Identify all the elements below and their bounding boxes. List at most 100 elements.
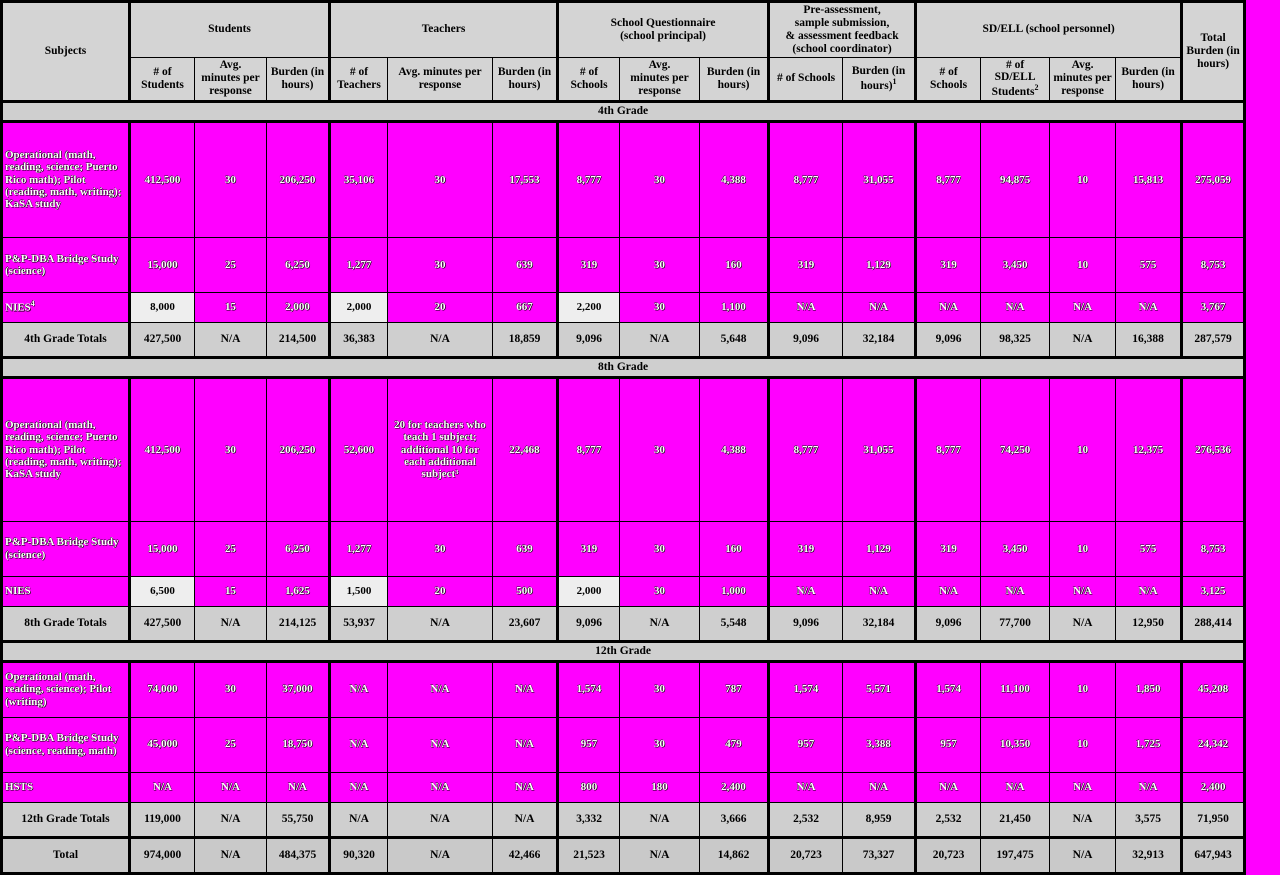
header-sq-burden: Burden (in hours) [699, 56, 770, 103]
data-cell: 31,055 [842, 120, 917, 238]
header-sd-schools: # of Schools [914, 56, 982, 103]
data-cell: N/A [328, 660, 388, 718]
data-cell: 10 [1049, 376, 1117, 522]
row-subject-label: NIES4 [0, 291, 130, 323]
data-cell: 276,536 [1180, 376, 1247, 522]
grand-total-cell: 20,723 [767, 835, 844, 875]
data-cell: 1,574 [914, 660, 982, 718]
data-cell: 45,208 [1180, 660, 1247, 718]
totals-cell: N/A [619, 801, 701, 838]
line: Teachers [337, 78, 381, 91]
totals-cell: 3,332 [556, 801, 621, 838]
line: response [1061, 85, 1104, 98]
data-cell: 3,450 [980, 520, 1051, 577]
header-subjects: Subjects [0, 0, 130, 103]
section-totals-label: 4th Grade Totals [0, 321, 130, 358]
data-cell: 30 [619, 236, 701, 293]
data-cell: 30 [194, 120, 267, 238]
data-cell: N/A [387, 660, 493, 718]
line: Schools [570, 78, 608, 91]
totals-cell: N/A [619, 605, 701, 642]
data-cell: 667 [491, 291, 559, 323]
data-cell: 1,129 [842, 236, 917, 293]
data-cell: 22,468 [491, 376, 559, 522]
data-cell: 25 [194, 520, 267, 577]
data-cell: 12,375 [1115, 376, 1183, 522]
line: Burden (in [497, 65, 552, 78]
totals-cell: 3,666 [699, 801, 770, 838]
table-row: Operational (math, reading, science); Pi… [0, 660, 1247, 718]
data-cell: N/A [1049, 771, 1117, 803]
data-cell: 1,100 [699, 291, 770, 323]
data-cell: 1,129 [842, 520, 917, 577]
table-row: P&P-DBA Bridge Study (science, reading, … [0, 716, 1247, 773]
data-cell: 8,777 [914, 120, 982, 238]
spreadsheet-canvas: Subjects Students Teachers School Questi… [0, 0, 1247, 875]
table-row: HSTS N/A N/A N/A N/A N/A N/A 800 180 2,400 N/A N/A N… [0, 771, 1247, 803]
line: # of [153, 65, 172, 78]
data-cell: 3,450 [980, 236, 1051, 293]
table-row: NIES4 8,000 15 2,000 2,000 20 667 2,200 30 1,100 N… [0, 291, 1247, 323]
totals-cell: N/A [194, 801, 267, 838]
header-group-teachers: Teachers [327, 0, 559, 58]
row-subject-label: NIES [0, 575, 130, 607]
data-cell: 6,250 [266, 520, 330, 577]
totals-cell: 71,950 [1180, 801, 1247, 838]
line: hours)1 [845, 77, 912, 93]
data-cell: 2,400 [1180, 771, 1247, 803]
totals-cell: 9,096 [556, 321, 621, 358]
data-cell: 10 [1049, 236, 1117, 293]
data-cell: 479 [699, 716, 770, 773]
line: # of [349, 65, 369, 78]
row-subject-label: Operational (math, reading, science; Pue… [0, 120, 130, 238]
line: Schools [930, 78, 968, 91]
data-cell: 30 [619, 575, 701, 607]
pa-burden-text: hours) [860, 79, 893, 92]
line: response [209, 85, 252, 98]
data-cell: 8,777 [556, 376, 621, 522]
data-cell: N/A [491, 771, 559, 803]
totals-cell: 53,937 [328, 605, 388, 642]
data-cell: 30 [194, 660, 267, 718]
data-cell: N/A [128, 771, 195, 803]
data-cell: N/A [842, 291, 917, 323]
line: response [638, 85, 681, 98]
totals-cell: 9,096 [767, 605, 844, 642]
data-cell: N/A [328, 716, 388, 773]
totals-cell: 5,548 [699, 605, 770, 642]
data-cell: 10 [1049, 660, 1117, 718]
row-subject-label: P&P-DBA Bridge Study (science) [0, 236, 130, 293]
data-cell: N/A [842, 771, 917, 803]
header-sd-students: # of SD/ELL Students2 [980, 56, 1051, 103]
totals-cell: N/A [491, 801, 559, 838]
grade-band-label: 4th Grade [0, 99, 1247, 123]
totals-cell: 18,859 [491, 321, 559, 358]
data-cell: 15,000 [128, 236, 195, 293]
data-cell: 3,388 [842, 716, 917, 773]
data-cell: 6,250 [266, 236, 330, 293]
data-cell: 8,777 [914, 376, 982, 522]
row-subject-label: P&P-DBA Bridge Study (science, reading, … [0, 716, 130, 773]
table-row: Operational (math, reading, science; Pue… [0, 376, 1247, 522]
totals-cell: 287,579 [1180, 321, 1247, 358]
table-body: 4th Grade Operational (math, reading, sci… [0, 99, 1247, 875]
footnote-marker-2: 2 [1034, 83, 1039, 93]
data-cell: 1,625 [266, 575, 330, 607]
data-cell: 8,753 [1180, 520, 1247, 577]
data-cell: 206,250 [266, 376, 330, 522]
data-cell: 18,750 [266, 716, 330, 773]
line: hours) [508, 78, 541, 91]
grade-band-label: 8th Grade [0, 355, 1247, 379]
data-cell: 1,277 [328, 236, 388, 293]
totals-cell: N/A [194, 605, 267, 642]
data-cell: 15,000 [128, 520, 195, 577]
grand-total-cell: 32,913 [1115, 835, 1183, 875]
header-pa-schools: # of Schools [767, 56, 844, 103]
totals-cell: 16,388 [1115, 321, 1183, 358]
data-cell: 8,777 [556, 120, 621, 238]
data-cell: 30 [387, 120, 493, 238]
data-cell: 74,000 [128, 660, 195, 718]
totals-cell: N/A [387, 801, 493, 838]
grand-total-cell: 73,327 [842, 835, 917, 875]
data-cell: 957 [767, 716, 844, 773]
